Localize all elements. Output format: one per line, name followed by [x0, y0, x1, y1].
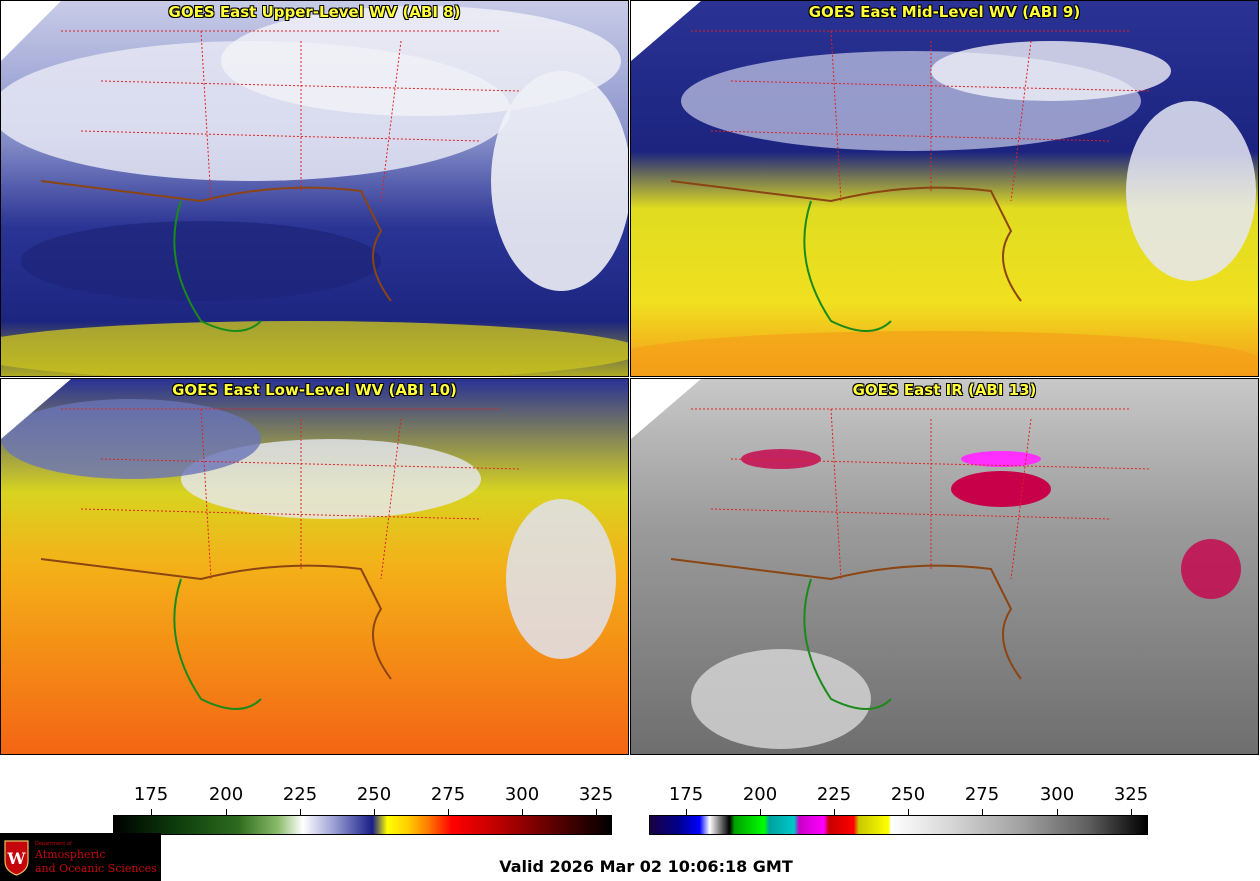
- aos-logo[interactable]: W Department of Atmospheric and Oceanic …: [0, 833, 161, 881]
- colorbar-wv-tick: 325: [578, 784, 614, 805]
- panel-mid-level-wv: GOES East Mid-Level WV (ABI 9): [630, 0, 1259, 377]
- colorbar-wv-tick: 175: [133, 784, 169, 805]
- logo-department-label: Department of: [35, 841, 72, 847]
- panel-title: GOES East Upper-Level WV (ABI 8): [168, 3, 461, 21]
- logo-oceanic-label: and Oceanic Sciences: [35, 862, 157, 875]
- colorbar-wv-tick: 275: [430, 784, 466, 805]
- mid-wv-imagery: [631, 1, 1258, 376]
- upper-wv-imagery: [1, 1, 628, 376]
- logo-atmospheric-label: Atmospheric: [35, 848, 106, 861]
- panel-title: GOES East Mid-Level WV (ABI 9): [808, 3, 1081, 21]
- colorbar-wv-tick: 225: [282, 784, 318, 805]
- uw-crest-icon: W: [4, 840, 29, 876]
- colorbar-wv-tick: 250: [356, 784, 392, 805]
- colorbar-ir-tick: 325: [1113, 784, 1149, 805]
- panel-title: GOES East IR (ABI 13): [852, 381, 1037, 399]
- colorbar-ir-tick: 300: [1039, 784, 1075, 805]
- valid-time: Valid 2026 Mar 02 10:06:18 GMT: [499, 857, 793, 876]
- colorbar-wv-tick: 200: [208, 784, 244, 805]
- panel-ir: GOES East IR (ABI 13): [630, 378, 1259, 755]
- ir-imagery: [631, 379, 1258, 754]
- colorbar-wv-strip: [113, 815, 612, 835]
- panel-low-level-wv: GOES East Low-Level WV (ABI 10): [0, 378, 629, 755]
- panel-title: GOES East Low-Level WV (ABI 10): [172, 381, 457, 399]
- colorbar-ir-strip: [649, 815, 1148, 835]
- panel-upper-level-wv: GOES East Upper-Level WV (ABI 8): [0, 0, 629, 377]
- svg-text:W: W: [7, 849, 27, 868]
- colorbar-ir-tick: 225: [816, 784, 852, 805]
- colorbar-ir-tick: 275: [964, 784, 1000, 805]
- colorbar-ir-tick: 200: [742, 784, 778, 805]
- low-wv-imagery: [1, 379, 628, 754]
- colorbar-ir-tick: 250: [890, 784, 926, 805]
- colorbar-wv-tick: 300: [504, 784, 540, 805]
- colorbar-ir-tick: 175: [668, 784, 704, 805]
